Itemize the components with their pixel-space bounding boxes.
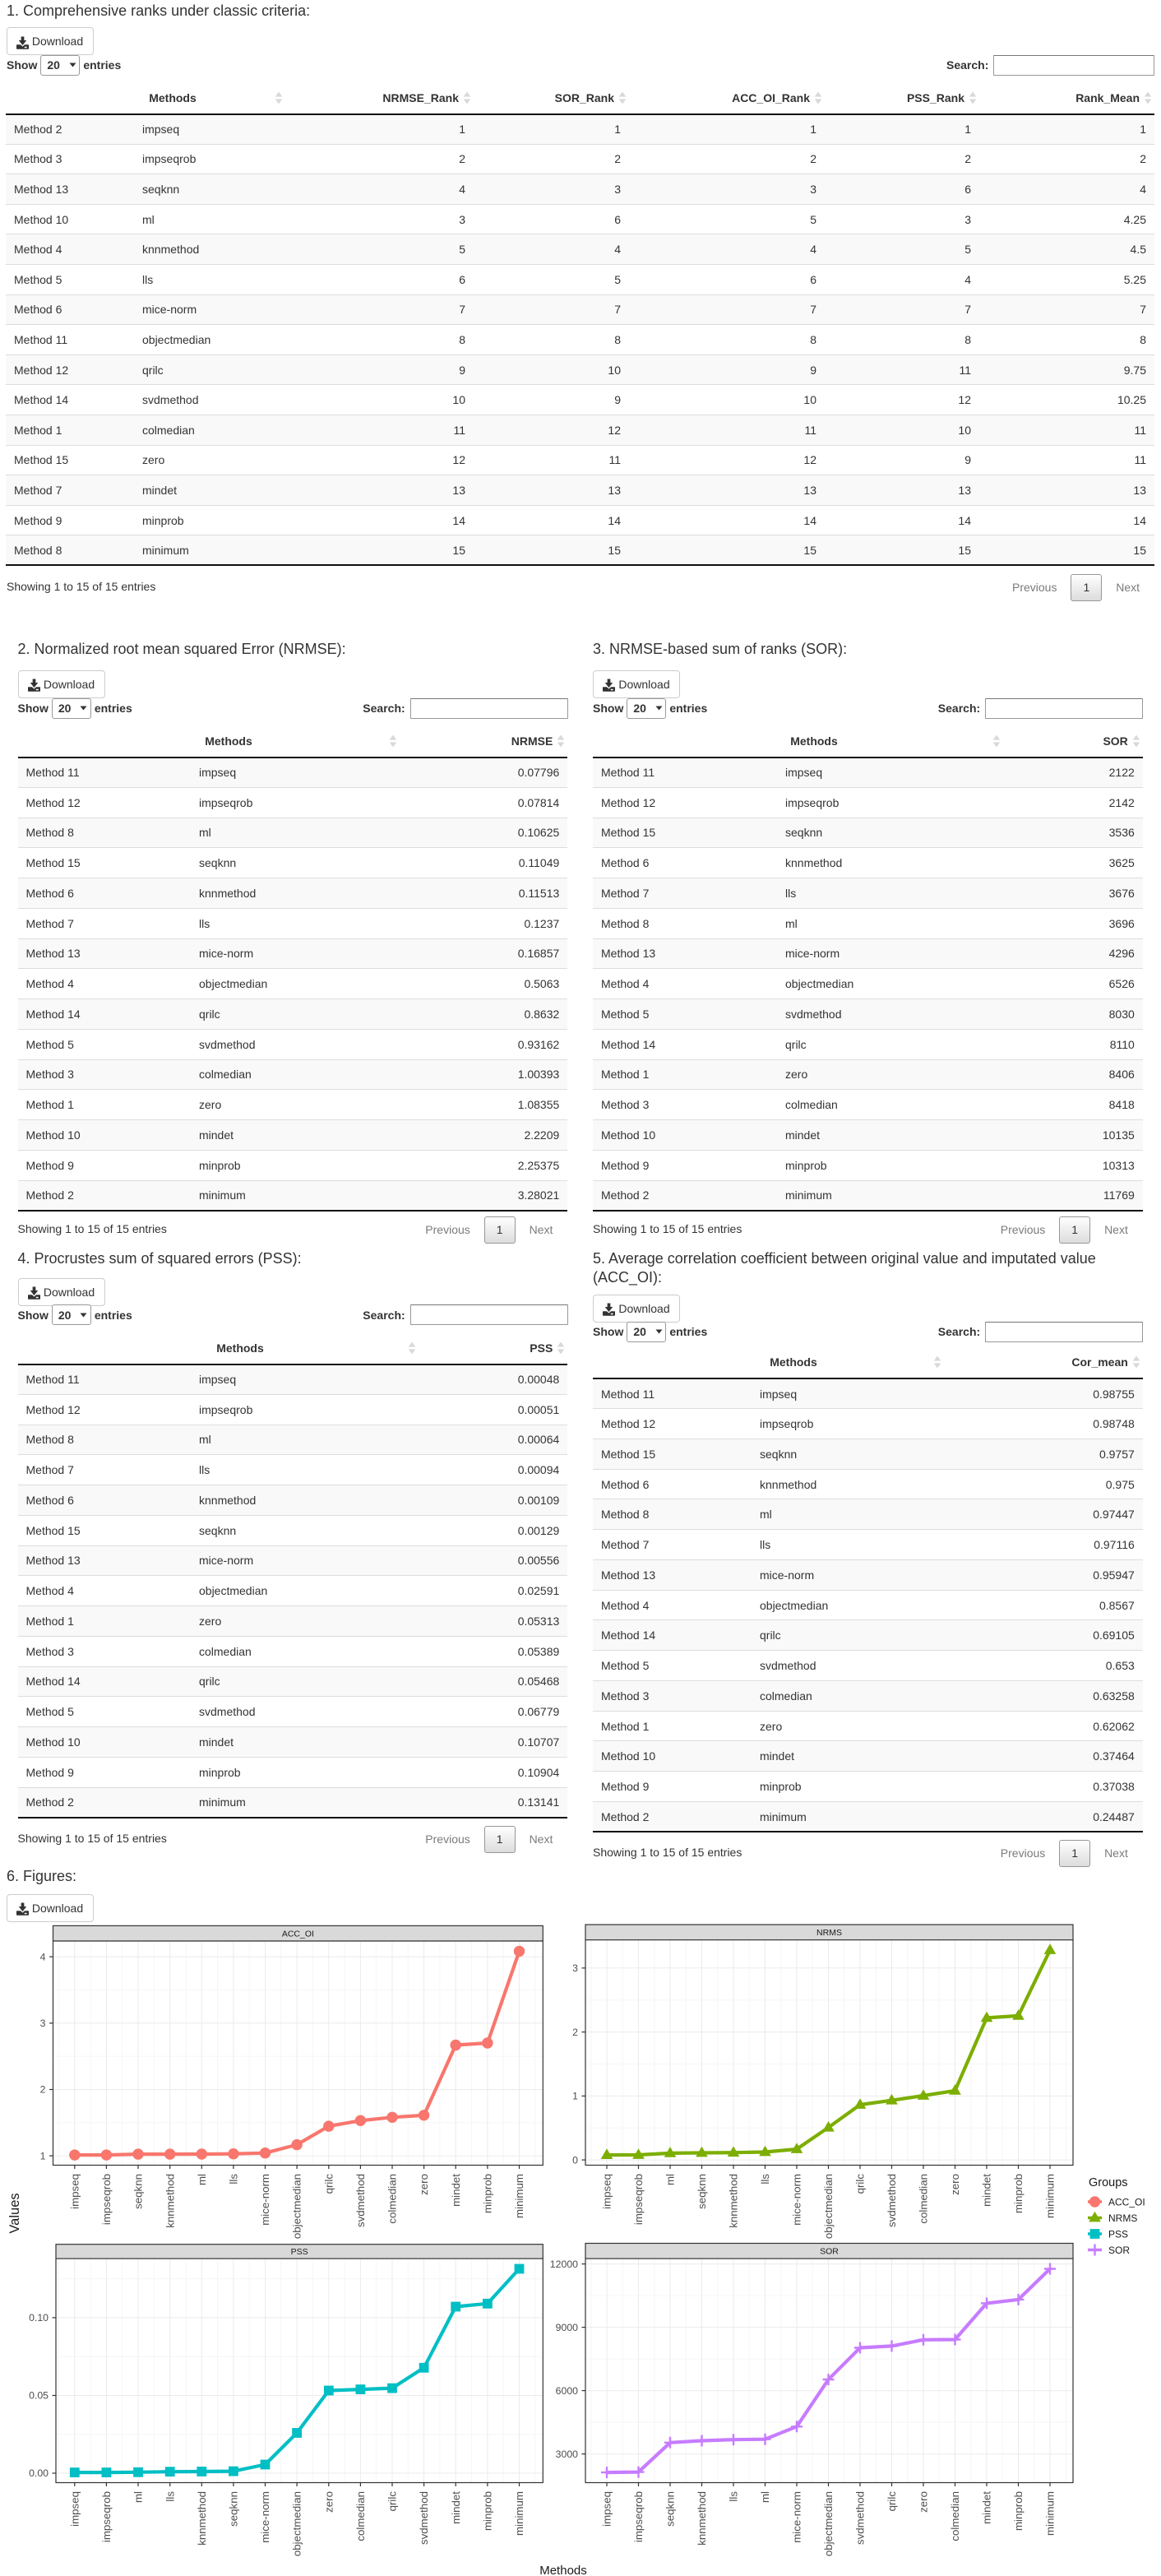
svg-text:ml: ml xyxy=(759,2491,771,2503)
svg-text:qrilc: qrilc xyxy=(386,2491,399,2512)
svg-text:ACC_OI: ACC_OI xyxy=(282,1929,314,1939)
svg-text:impseq: impseq xyxy=(68,2174,81,2209)
svg-text:colmedian: colmedian xyxy=(918,2174,930,2224)
svg-text:mindet: mindet xyxy=(981,2174,993,2207)
svg-text:knnmethod: knnmethod xyxy=(164,2174,176,2228)
svg-text:PSS: PSS xyxy=(291,2247,308,2257)
svg-text:lls: lls xyxy=(164,2491,176,2502)
svg-text:knnmethod: knnmethod xyxy=(728,2174,740,2228)
svg-text:SOR: SOR xyxy=(820,2247,839,2257)
svg-text:objectmedian: objectmedian xyxy=(822,2174,835,2239)
svg-text:seqknn: seqknn xyxy=(696,2174,708,2209)
svg-text:impseqrob: impseqrob xyxy=(632,2491,645,2542)
svg-text:mindet: mindet xyxy=(450,2491,462,2524)
svg-text:1: 1 xyxy=(572,2091,578,2102)
svg-text:6000: 6000 xyxy=(556,2385,579,2397)
svg-text:3: 3 xyxy=(40,2018,46,2029)
svg-text:impseqrob: impseqrob xyxy=(100,2491,113,2542)
svg-text:2: 2 xyxy=(40,2084,46,2096)
svg-text:colmedian: colmedian xyxy=(949,2491,961,2541)
svg-text:minprob: minprob xyxy=(482,2491,494,2531)
svg-text:impseq: impseq xyxy=(601,2174,613,2209)
svg-text:mice-norm: mice-norm xyxy=(259,2174,271,2226)
svg-text:colmedian: colmedian xyxy=(354,2491,367,2541)
svg-text:9000: 9000 xyxy=(556,2322,579,2333)
svg-text:qrilc: qrilc xyxy=(322,2174,335,2194)
svg-text:mice-norm: mice-norm xyxy=(259,2491,271,2543)
svg-text:ml: ml xyxy=(196,2174,208,2185)
svg-text:knnmethod: knnmethod xyxy=(696,2491,708,2546)
svg-text:mice-norm: mice-norm xyxy=(791,2491,803,2543)
svg-text:3: 3 xyxy=(572,1962,578,1974)
svg-text:minprob: minprob xyxy=(1012,2174,1025,2213)
svg-text:lls: lls xyxy=(759,2174,771,2185)
svg-text:mindet: mindet xyxy=(981,2491,993,2524)
svg-text:impseq: impseq xyxy=(601,2491,613,2527)
svg-text:2: 2 xyxy=(572,2027,578,2038)
svg-text:1: 1 xyxy=(40,2150,46,2161)
svg-text:ml: ml xyxy=(664,2174,677,2185)
svg-text:minimum: minimum xyxy=(513,2491,525,2536)
svg-text:objectmedian: objectmedian xyxy=(291,2491,303,2556)
svg-text:impseqrob: impseqrob xyxy=(100,2174,113,2225)
svg-text:zero: zero xyxy=(322,2491,335,2513)
svg-text:PSS: PSS xyxy=(1108,2228,1128,2240)
svg-text:zero: zero xyxy=(918,2491,930,2513)
svg-text:ACC_OI: ACC_OI xyxy=(1108,2196,1145,2208)
svg-text:qrilc: qrilc xyxy=(886,2491,898,2512)
svg-text:3000: 3000 xyxy=(556,2449,579,2460)
svg-text:mindet: mindet xyxy=(450,2174,462,2207)
svg-text:seqknn: seqknn xyxy=(132,2174,145,2209)
svg-text:minprob: minprob xyxy=(1012,2491,1025,2531)
svg-text:minprob: minprob xyxy=(482,2174,494,2213)
svg-text:12000: 12000 xyxy=(550,2259,578,2270)
svg-text:minimum: minimum xyxy=(1044,2174,1057,2218)
svg-text:NRMS: NRMS xyxy=(816,1928,842,1938)
svg-text:Methods: Methods xyxy=(539,2564,587,2576)
svg-text:Values: Values xyxy=(7,2193,22,2233)
svg-text:svdmethod: svdmethod xyxy=(886,2174,898,2227)
svg-text:SOR: SOR xyxy=(1108,2245,1130,2256)
svg-text:svdmethod: svdmethod xyxy=(354,2174,367,2227)
svg-text:0.10: 0.10 xyxy=(29,2312,49,2323)
svg-text:svdmethod: svdmethod xyxy=(854,2491,867,2545)
svg-text:seqknn: seqknn xyxy=(228,2491,240,2527)
svg-text:zero: zero xyxy=(418,2174,430,2195)
svg-text:ml: ml xyxy=(132,2491,145,2503)
svg-text:mice-norm: mice-norm xyxy=(791,2174,803,2226)
svg-text:objectmedian: objectmedian xyxy=(291,2174,303,2239)
svg-text:qrilc: qrilc xyxy=(854,2174,867,2194)
svg-text:seqknn: seqknn xyxy=(664,2491,677,2527)
svg-text:Groups: Groups xyxy=(1089,2176,1128,2189)
svg-text:knnmethod: knnmethod xyxy=(196,2491,208,2546)
svg-text:colmedian: colmedian xyxy=(386,2174,399,2224)
svg-text:minimum: minimum xyxy=(513,2174,525,2218)
svg-text:lls: lls xyxy=(728,2491,740,2502)
svg-text:svdmethod: svdmethod xyxy=(418,2491,430,2545)
svg-text:0: 0 xyxy=(572,2154,578,2166)
svg-text:4: 4 xyxy=(40,1951,46,1962)
svg-text:minimum: minimum xyxy=(1044,2491,1057,2536)
svg-text:objectmedian: objectmedian xyxy=(822,2491,835,2556)
svg-text:impseq: impseq xyxy=(68,2491,81,2527)
svg-text:NRMS: NRMS xyxy=(1108,2212,1137,2224)
svg-text:0.05: 0.05 xyxy=(29,2390,49,2402)
svg-text:impseqrob: impseqrob xyxy=(632,2174,645,2225)
svg-text:lls: lls xyxy=(228,2174,240,2185)
svg-text:zero: zero xyxy=(949,2174,961,2195)
svg-text:0.00: 0.00 xyxy=(29,2467,49,2479)
